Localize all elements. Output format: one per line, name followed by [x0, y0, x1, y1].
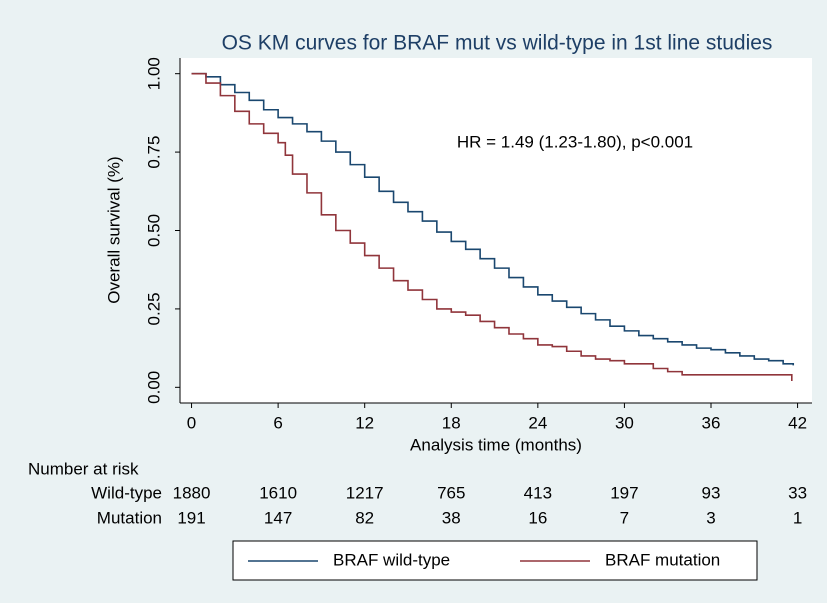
x-tick-label: 42 — [788, 413, 807, 432]
legend — [232, 540, 758, 581]
survival-curve — [191, 72, 793, 382]
y-tick-label: 0.00 — [144, 371, 163, 404]
risk-count: 765 — [437, 483, 465, 502]
risk-count: 1610 — [259, 483, 297, 502]
risk-row-label: Wild-type — [91, 483, 162, 502]
risk-count: 16 — [528, 508, 547, 527]
legend-label: BRAF wild-type — [333, 550, 450, 569]
risk-count: 1217 — [346, 483, 384, 502]
x-tick-label: 36 — [702, 413, 721, 432]
chart-title: OS KM curves for BRAF mut vs wild-type i… — [222, 32, 773, 55]
risk-count: 197 — [610, 483, 638, 502]
y-tick-label: 0.50 — [144, 214, 163, 247]
y-axis-title: Overall survival (%) — [104, 156, 123, 303]
x-tick-label: 12 — [355, 413, 374, 432]
annotation: HR = 1.49 (1.23-1.80), p<0.001 — [457, 132, 693, 151]
y-tick-label: 1.00 — [144, 57, 163, 90]
x-tick-label: 30 — [615, 413, 634, 432]
risk-count: 1880 — [173, 483, 211, 502]
risk-count: 413 — [524, 483, 552, 502]
risk-count: 38 — [442, 508, 461, 527]
risk-count: 93 — [702, 483, 721, 502]
x-tick-label: 0 — [187, 413, 196, 432]
y-tick-label: 0.25 — [144, 292, 163, 325]
x-tick-label: 6 — [273, 413, 282, 432]
survival-curve — [191, 72, 795, 366]
x-tick-label: 18 — [442, 413, 461, 432]
x-tick-label: 24 — [528, 413, 547, 432]
y-tick-label: 0.75 — [144, 136, 163, 169]
risk-count: 3 — [706, 508, 715, 527]
risk-count: 7 — [620, 508, 629, 527]
risk-count: 1 — [793, 508, 802, 527]
plot-area — [180, 58, 812, 403]
risk-count: 147 — [264, 508, 292, 527]
risk-count: 82 — [355, 508, 374, 527]
risk-count: 191 — [177, 508, 205, 527]
risk-row-label: Mutation — [97, 508, 162, 527]
legend-label: BRAF mutation — [605, 550, 720, 569]
risk-count: 33 — [788, 483, 807, 502]
x-axis-title: Analysis time (months) — [410, 435, 582, 454]
risk-table-title: Number at risk — [28, 459, 139, 478]
